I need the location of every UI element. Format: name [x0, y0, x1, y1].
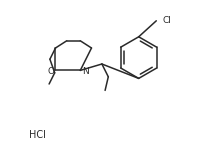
Text: Cl: Cl: [162, 16, 171, 24]
Text: O: O: [47, 67, 54, 76]
Text: HCl: HCl: [29, 130, 46, 140]
Text: N: N: [82, 67, 89, 76]
